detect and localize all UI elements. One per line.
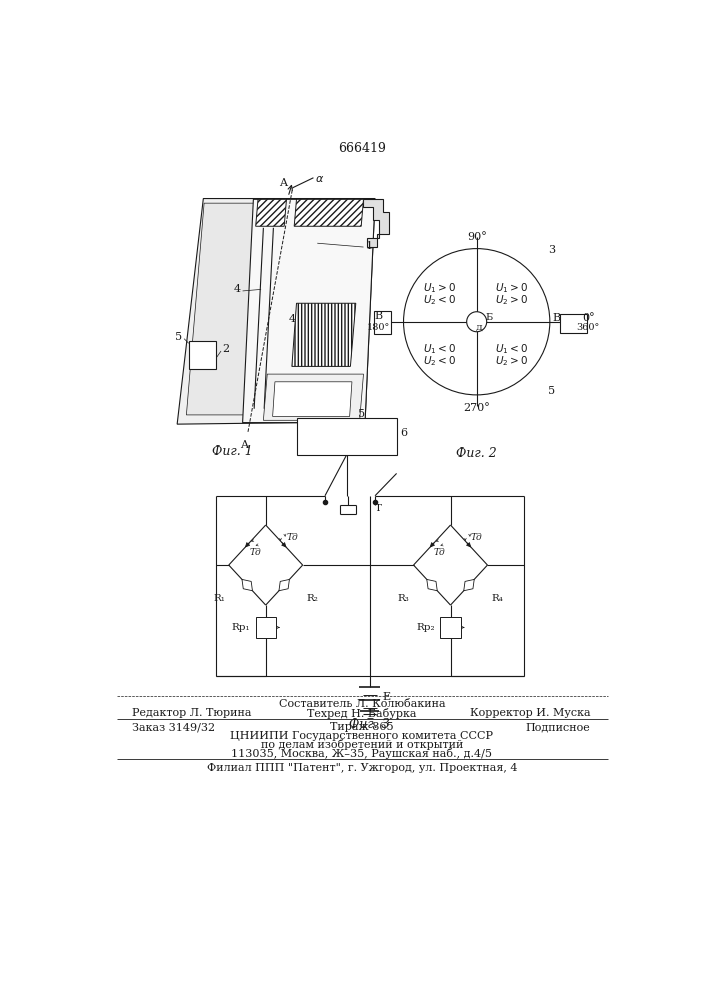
Text: 2: 2 [379,324,386,334]
Text: $\alpha$: $\alpha$ [315,174,324,184]
Text: Rр₁: Rр₁ [232,623,250,632]
Text: 3: 3 [317,391,324,400]
Text: R₁: R₁ [213,594,225,603]
Bar [560,314,587,333]
Text: ЦНИИПИ Государственного комитета СССР: ЦНИИПИ Государственного комитета СССР [230,731,493,741]
Bar [374,311,391,334]
Polygon shape [177,199,375,424]
Text: $U_1>0$: $U_1>0$ [423,281,456,295]
Text: Тд: Тд [250,548,261,557]
Text: Филиал ППП "Патент", г. Ужгород, ул. Проектная, 4: Филиал ППП "Патент", г. Ужгород, ул. Про… [206,763,518,773]
Text: 3: 3 [549,245,556,255]
Text: B: B [552,313,560,323]
Polygon shape [242,579,252,591]
Text: Техред Н. Бабурка: Техред Н. Бабурка [308,708,416,719]
Text: $U_2>0$: $U_2>0$ [495,354,528,368]
Text: 4: 4 [288,314,296,324]
Polygon shape [187,203,256,415]
Text: $U_2<0$: $U_2<0$ [423,293,456,307]
Bar [256,617,276,638]
Text: Тд: Тд [434,548,446,557]
Text: 5: 5 [549,386,556,396]
Text: Составитель Л. Колюбакина: Составитель Л. Колюбакина [279,699,445,709]
Text: 1: 1 [366,241,373,251]
Text: Фиг. 3: Фиг. 3 [349,718,390,731]
Polygon shape [363,199,389,247]
Bar [440,617,460,638]
Polygon shape [264,374,363,420]
Text: 2: 2 [223,344,230,354]
Text: R₄: R₄ [491,594,503,603]
Text: 360°: 360° [577,323,600,332]
Text: $U_1>0$: $U_1>0$ [495,281,528,295]
Text: $U_2<0$: $U_2<0$ [423,354,456,368]
Text: Д: Д [476,324,482,332]
Text: Корректор И. Муска: Корректор И. Муска [470,708,590,718]
Polygon shape [273,382,352,416]
Text: $U_1<0$: $U_1<0$ [495,342,528,356]
Text: Фиг. 2: Фиг. 2 [456,447,497,460]
Text: Подписное: Подписное [526,722,590,732]
Text: 180°: 180° [367,323,390,332]
Polygon shape [427,579,437,591]
Polygon shape [292,303,356,366]
Text: 4: 4 [234,284,241,294]
Text: Заказ 3149/32: Заказ 3149/32 [132,722,216,732]
Text: Тд: Тд [471,533,483,542]
Text: Rр₂: Rр₂ [416,623,435,632]
Text: R₃: R₃ [398,594,409,603]
Text: 5: 5 [175,332,182,342]
Text: 90°: 90° [467,232,486,242]
Text: A: A [279,178,287,188]
Text: Фиг. 1: Фиг. 1 [212,445,253,458]
Text: $U_2>0$: $U_2>0$ [495,293,528,307]
Text: R₂: R₂ [307,594,318,603]
Text: 270°: 270° [463,403,490,413]
Text: $U_1<0$: $U_1<0$ [423,342,456,356]
Text: Б: Б [486,313,493,322]
Text: Тд: Тд [286,533,298,542]
Polygon shape [256,199,286,226]
Polygon shape [243,199,375,423]
Text: 0°: 0° [582,313,595,323]
Text: Тираж 865: Тираж 865 [330,722,394,732]
Text: B: B [375,311,383,321]
Bar [296,418,397,455]
Text: T: T [375,504,382,513]
Polygon shape [189,341,216,369]
Text: по делам изобретений и открытий: по делам изобретений и открытий [261,739,463,750]
Polygon shape [279,579,289,591]
Polygon shape [294,199,363,226]
Text: E: E [382,692,390,702]
Text: A: A [240,440,248,450]
Text: Редактор Л. Тюрина: Редактор Л. Тюрина [132,708,252,718]
Polygon shape [464,579,474,591]
Text: 5: 5 [358,409,366,419]
Circle shape [467,312,486,332]
Text: 113035, Москва, Ж–35, Раушская наб., д.4/5: 113035, Москва, Ж–35, Раушская наб., д.4… [231,748,493,759]
Text: 6: 6 [400,428,407,438]
Text: 666419: 666419 [338,142,386,155]
